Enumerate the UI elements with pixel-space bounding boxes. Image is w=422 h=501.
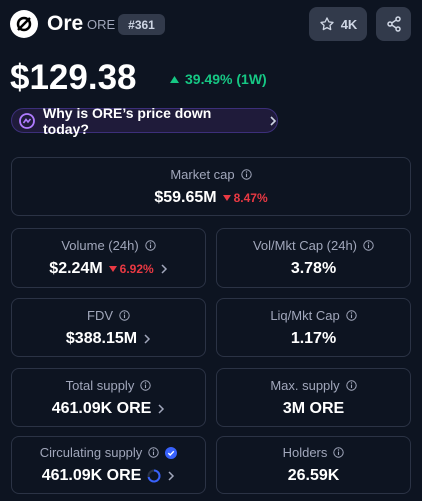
stat-card: Volume (24h) $2.24M 6.92% [11,228,206,288]
logo-icon [16,16,32,32]
stat-value-row: $388.15M [66,330,151,348]
stat-card: Circulating supply 461.09K ORE [11,436,206,494]
stat-value: 3.78% [290,260,337,277]
chevron[interactable] [143,333,151,345]
stat-card: FDV $388.15M [11,298,206,357]
info-icon[interactable] [240,168,252,180]
stat-value: $2.24M [49,260,103,277]
price-change-text: 39.49% (1W) [185,71,267,87]
stat-value: 26.59K [287,467,340,484]
price: $129.38 [10,58,137,97]
chevron[interactable] [167,470,175,482]
coin-name: Ore [47,12,84,35]
stat-label-row: Market cap [170,166,252,182]
ai-prompt[interactable]: Why is ORE’s price down today? [11,105,278,137]
coin-symbol: ORE [87,17,116,32]
stat-card: Max. supply 3M ORE [216,368,411,427]
stat-label: Holders [282,445,328,460]
stat-label-row: Total supply [66,378,152,393]
share-icon [386,16,401,32]
star-icon [320,17,334,31]
stat-label: Circulating supply [39,445,143,460]
stat-value-row: $59.65M 8.47% [154,189,267,207]
stat-label: Vol/Mkt Cap (24h) [252,238,358,253]
stat-card: Total supply 461.09K ORE [11,368,206,427]
verified-icon [165,446,178,459]
stat-value-row: 26.59K [288,467,340,485]
down-arrow [222,194,231,201]
up-arrow [170,75,179,83]
info-icon[interactable] [345,309,357,321]
info-icon[interactable] [345,379,357,391]
stat-value: 1.17% [290,329,337,347]
stat-label-row: Circulating supply [40,445,178,460]
stat-value: 461.09K ORE [41,467,142,484]
info-icon[interactable] [148,447,159,458]
rank-badge: #361 [118,14,165,35]
watchlist-count: 4K [340,16,358,32]
stat-value-row: 1.17% [291,330,336,348]
share-button[interactable] [376,7,411,41]
stat-change-text: 8.47% [233,190,268,205]
coin-logo [10,10,38,38]
stat-value-row: 3.78% [291,260,336,278]
stat-card: Holders 26.59K [216,436,411,494]
stat-label: Volume (24h) [61,238,139,253]
stat-value: $59.65M [154,188,217,206]
progress-ring [147,469,161,483]
watchlist-button[interactable]: 4K [309,7,367,41]
info-icon[interactable] [363,240,374,251]
prompt-text: Why is ORE’s price down today? [43,104,212,137]
stat-label: Liq/Mkt Cap [270,307,340,323]
stat-label: Max. supply [270,377,340,393]
stat-value-row: 3M ORE [283,400,344,418]
stat-label-row: Volume (24h) [61,238,156,253]
stat-label-row: FDV [87,308,130,323]
info-icon[interactable] [119,309,130,321]
chevron[interactable] [160,263,168,275]
chevron[interactable] [157,403,165,415]
ai-icon [19,112,35,129]
stat-change: 6.92% [108,262,154,276]
info-icon[interactable] [144,240,156,251]
stat-label-row: Vol/Mkt Cap (24h) [253,238,374,253]
stat-value: 461.09K ORE [51,399,152,417]
info-icon[interactable] [140,379,152,391]
down-arrow [108,266,117,272]
stat-card: Vol/Mkt Cap (24h) 3.78% [216,228,411,288]
stat-label: Market cap [170,166,235,182]
stat-label-row: Holders [283,445,345,460]
stat-label: Total supply [65,377,135,393]
stat-card: Liq/Mkt Cap 1.17% [216,298,411,357]
stat-value-row: $2.24M 6.92% [49,260,167,278]
price-change: 39.49% (1W) [170,71,267,87]
stat-label: FDV [87,307,113,323]
chevron [270,115,277,126]
stat-value-row: 461.09K ORE [52,400,166,418]
stat-label-row: Liq/Mkt Cap [270,307,357,323]
stat-change: 8.47% [222,190,268,205]
stat-label-row: Max. supply [270,377,357,393]
info-icon[interactable] [333,447,345,458]
stat-card: Market cap $59.65M 8.47% [11,157,411,216]
stat-value-row: 461.09K ORE [42,467,176,485]
stat-value: 3M ORE [282,399,345,417]
stat-value: $388.15M [65,329,138,347]
stat-change-text: 6.92% [119,262,154,276]
